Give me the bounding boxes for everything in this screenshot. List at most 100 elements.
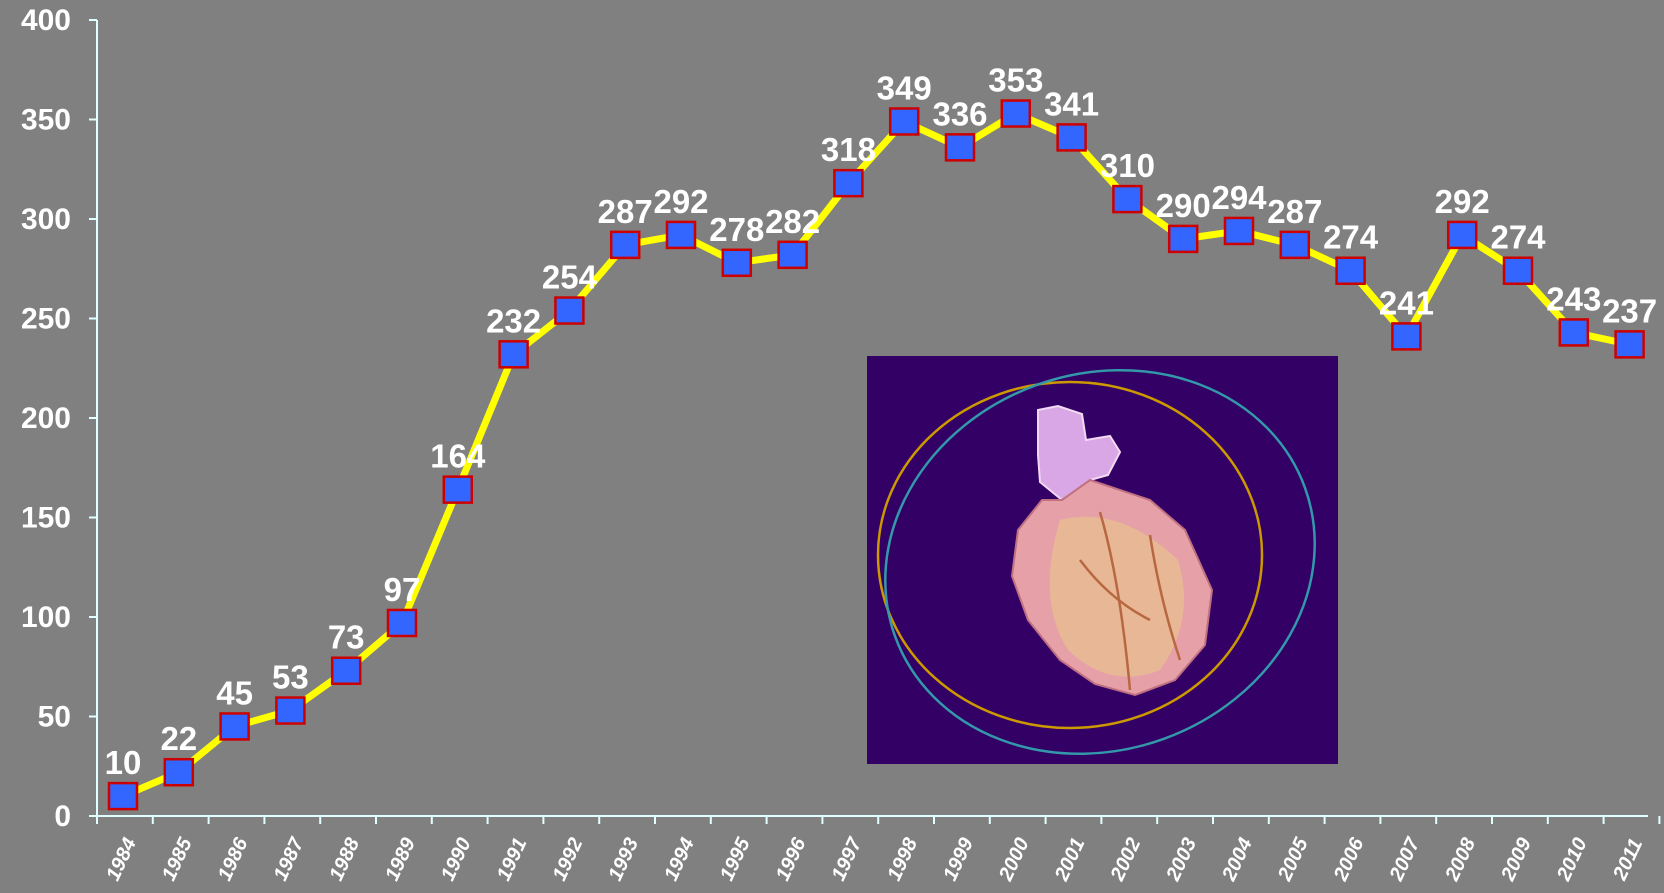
data-label: 53	[272, 659, 309, 696]
data-point	[554, 296, 585, 325]
data-point	[721, 248, 753, 278]
data-label: 45	[216, 674, 253, 711]
data-point	[442, 475, 474, 504]
x-tick-label: 2008	[1441, 834, 1481, 885]
series-line	[121, 110, 1631, 800]
data-point	[1558, 318, 1590, 347]
data-label: 318	[821, 131, 876, 168]
orbit-ring-gold	[876, 380, 1264, 730]
y-tick-label: 50	[38, 701, 71, 734]
x-tick-label: 2010	[1553, 835, 1592, 886]
data-label: 73	[328, 619, 365, 656]
x-tick-label: 1986	[214, 834, 253, 884]
y-tick-label: 400	[21, 4, 71, 37]
data-label: 274	[1323, 219, 1379, 256]
data-point	[1223, 216, 1255, 246]
data-label: 282	[765, 203, 820, 240]
x-tick-label: 2011	[1609, 835, 1648, 884]
y-tick-label: 250	[21, 303, 71, 336]
y-tick-label: 150	[21, 502, 71, 535]
x-tick-label: 1991	[493, 835, 532, 885]
data-point	[1502, 256, 1534, 285]
orbit-ring-blue	[884, 368, 1316, 756]
data-label: 274	[1490, 219, 1546, 256]
x-tick-label: 2005	[1274, 834, 1314, 885]
data-point	[163, 757, 195, 787]
x-tick-label: 1987	[270, 834, 309, 884]
data-label: 287	[598, 193, 653, 230]
data-point	[665, 220, 697, 250]
data-label: 254	[542, 259, 598, 296]
data-point	[107, 781, 139, 811]
heart-image	[867, 356, 1338, 764]
data-point	[609, 230, 641, 260]
data-point	[1112, 184, 1143, 214]
data-point	[219, 712, 250, 741]
x-tick-label: 2002	[1106, 835, 1145, 886]
x-tick-label: 1992	[549, 835, 588, 885]
x-tick-label: 2000	[995, 835, 1034, 886]
x-tick-label: 1996	[772, 834, 811, 884]
data-label: 310	[1100, 147, 1155, 184]
data-point	[944, 133, 976, 162]
data-label: 292	[653, 183, 708, 220]
x-tick-label: 1993	[604, 835, 643, 885]
x-tick-label: 1998	[883, 834, 922, 884]
y-tick-label: 0	[54, 800, 71, 833]
x-tick-label: 2001	[1050, 835, 1089, 886]
x-tick-label: 2009	[1497, 834, 1537, 885]
data-label: 336	[932, 95, 987, 132]
x-tick-label: 1985	[158, 834, 197, 884]
data-point	[777, 240, 808, 270]
data-point	[1167, 224, 1199, 254]
data-point	[1391, 322, 1422, 351]
data-label: 10	[105, 744, 142, 781]
data-point	[386, 608, 418, 638]
data-label: 241	[1379, 284, 1434, 321]
y-tick-label: 300	[21, 203, 71, 236]
data-label: 164	[430, 438, 486, 475]
data-label: 287	[1267, 193, 1322, 230]
data-label: 243	[1546, 280, 1601, 317]
data-point	[498, 340, 529, 369]
x-tick-label: 1988	[325, 834, 364, 884]
y-tick-label: 200	[21, 402, 71, 435]
x-tick-label: 1995	[716, 834, 755, 884]
data-label: 292	[1435, 183, 1490, 220]
data-label: 237	[1602, 292, 1657, 329]
x-tick-label: 1997	[828, 834, 867, 884]
y-tick-label: 350	[21, 104, 71, 137]
data-label: 278	[709, 211, 764, 248]
data-point	[330, 656, 362, 685]
data-point	[888, 107, 920, 136]
data-label: 353	[988, 62, 1043, 99]
data-label: 349	[877, 69, 932, 106]
data-point	[1614, 330, 1645, 359]
y-tick-label: 100	[21, 601, 71, 634]
data-point	[1279, 230, 1311, 260]
x-tick-label: 1999	[939, 834, 978, 884]
data-label: 341	[1044, 85, 1099, 122]
data-label: 290	[1156, 187, 1211, 224]
data-point	[275, 696, 306, 725]
data-point	[1335, 256, 1366, 285]
x-tick-label: 2004	[1218, 835, 1257, 886]
heart-icon	[1010, 404, 1214, 697]
data-label: 232	[486, 302, 541, 339]
data-point	[1000, 99, 1032, 128]
x-tick-label: 1994	[660, 835, 699, 885]
data-label: 294	[1211, 179, 1267, 216]
data-label: 22	[160, 720, 197, 757]
data-point	[1056, 123, 1087, 152]
data-point	[833, 168, 864, 198]
x-tick-label: 2003	[1162, 835, 1201, 886]
data-label: 97	[384, 571, 421, 608]
x-tick-label: 2006	[1329, 834, 1369, 885]
x-tick-label: 1990	[437, 835, 476, 885]
x-tick-label: 1989	[381, 834, 420, 884]
x-tick-label: 1984	[102, 835, 141, 885]
x-tick-label: 2007	[1385, 834, 1425, 885]
data-point	[1446, 220, 1478, 250]
